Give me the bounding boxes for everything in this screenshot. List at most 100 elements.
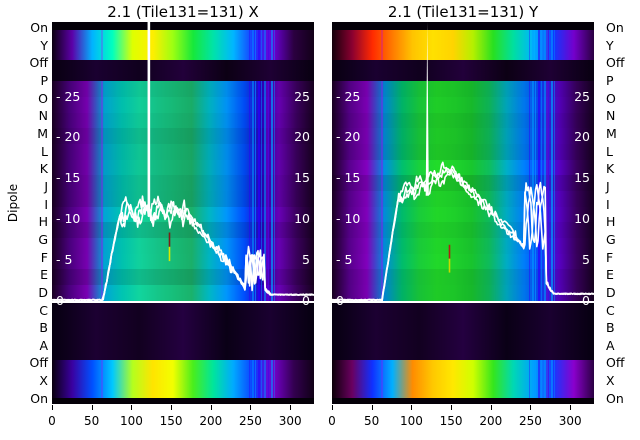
spectral-streak [264,360,267,399]
heatmap-band-main-waterfall [332,81,594,301]
dipole-row-shading [332,143,594,160]
x-tick-label-0: 0 [48,414,56,428]
spectral-streak [258,81,261,301]
spectral-streak [264,29,267,61]
heatmap-band-top-dark [52,60,314,82]
spectral-streak [101,81,104,301]
x-tick-label-100: 100 [119,414,143,428]
y-tick-label-right-12: G [606,231,616,247]
white-profile-trace-0 [52,204,314,302]
spectral-streak [381,360,384,399]
y-tick-label-right-19: Off [606,355,625,371]
heatmap-band-top-dark [332,60,594,82]
spectral-streak [541,29,543,61]
x-tick-mark-50 [91,405,93,410]
y-tick-label-left-18: A [39,337,48,353]
y-tick-label-left-4: O [38,90,48,106]
x-tick-mark-300 [290,405,292,410]
spectral-streak [267,29,269,61]
y-tick-label-left-12: G [38,231,48,247]
spectral-streak [547,81,549,301]
y-tick-label-left-7: L [41,143,48,159]
dipole-row-shading [52,143,314,160]
spectral-streak [258,360,261,399]
white-profile-trace-0 [332,170,594,302]
spectral-streak [255,81,257,301]
spectral-streak [546,29,550,61]
zero-baseline [332,301,594,303]
zero-baseline [52,301,314,303]
spectral-streak [550,29,553,61]
dipole-row-shading [332,269,594,286]
x-tick-label-50: 50 [84,414,100,428]
y-tick-label-right-9: J [606,178,610,194]
heatmap-panel-x[interactable]: - 25- 20- 15- 10- 5 0 25 20 15 10 5 0 [52,22,314,404]
spectral-streak [544,29,547,61]
y-tick-label-right-2: Off [606,55,625,71]
trace-spike [425,22,429,196]
heatmap-panel-y[interactable]: - 25- 20- 15- 10- 5 0 25 20 15 10 5 0 [332,22,594,404]
y-tick-label-right-8: K [606,161,615,177]
x-tick-label-0: 0 [328,414,336,428]
spectral-streak [550,81,553,301]
x-tick-mark-150 [451,405,453,410]
spectral-streak [532,81,534,301]
x-tick-label-300: 300 [558,414,582,428]
y-tick-label-left-10: I [44,196,48,212]
white-profile-trace-1 [332,167,594,302]
spectral-streak [101,360,104,399]
y-tick-label-left-1: Y [40,37,48,53]
x-tick-mark-200 [210,405,212,410]
white-profile-trace-2 [332,161,594,303]
spectral-streak [264,81,267,301]
y-tick-label-left-9: J [44,178,48,194]
spectral-streak [252,81,254,301]
heatmap-band-bottom-bright [52,360,314,399]
spectral-streak [546,81,550,301]
y-tick-label-right-1: Y [606,37,614,53]
dipole-row-shading [52,191,314,207]
spectral-streak [255,29,257,61]
y-tick-label-right-20: X [606,373,615,389]
spectral-streak [267,81,269,301]
y-tick-label-left-0: On [30,20,48,35]
heatmap-band-lower-dark [332,300,594,361]
spectral-streak [538,29,541,61]
x-tick-mark-250 [530,405,532,410]
spectral-streak [266,29,270,61]
dipole-row-shading [52,175,314,192]
dipole-row-shading [332,112,594,129]
y-tick-label-left-15: D [38,284,48,300]
spectral-streak [544,360,547,399]
panel-title-y: 2.1 (Tile131=131) Y [387,3,539,21]
spectral-streak [381,29,384,61]
y-tick-label-right-17: B [606,320,615,336]
heatmap-band-main-waterfall [52,81,314,301]
spectral-streak [553,81,555,301]
spectral-streak [255,360,257,399]
spectral-streak [261,29,263,61]
x-tick-mark-0 [332,405,333,410]
x-tick-label-100: 100 [399,414,423,428]
heatmap-band-bottom-bright [332,360,594,399]
x-tick-mark-150 [171,405,173,410]
y-tick-label-right-0: On [606,20,624,35]
spectral-streak [535,29,537,61]
x-tick-label-150: 150 [159,414,183,428]
y-axis-label: Dipole [6,183,20,223]
y-tick-label-left-21: On [30,390,48,406]
spectral-streak [261,81,263,301]
spectral-streak [248,81,250,301]
y-tick-label-left-16: C [39,302,48,318]
spectral-streak [273,29,275,61]
spectral-streak [528,360,530,399]
y-axis-category-ticks-right: On Y Off P O N M L K J I H G F E D C B A Off X On [606,20,640,404]
y-tick-label-left-13: F [40,249,48,265]
spectral-streak [267,360,269,399]
y-tick-label-left-14: E [40,267,48,283]
spectral-streak [248,29,250,61]
x-tick-mark-100 [131,405,133,410]
spectral-streak [528,29,530,61]
y-tick-label-left-17: B [39,320,48,336]
